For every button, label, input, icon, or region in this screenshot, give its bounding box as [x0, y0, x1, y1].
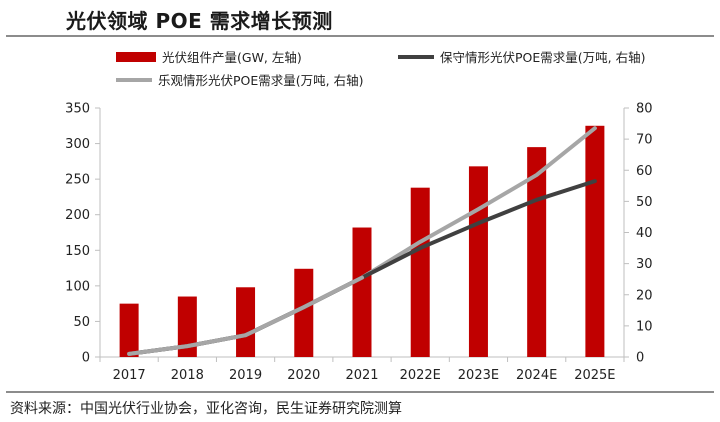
right-y-tick-label: 80	[636, 102, 653, 117]
left-y-tick-label: 0	[82, 351, 90, 366]
right-y-tick-label: 60	[636, 164, 653, 179]
legend-label-conservative: 保守情形光伏POE需求量(万吨, 右轴)	[440, 50, 646, 65]
left-y-tick-label: 50	[73, 315, 90, 330]
legend-label-bars: 光伏组件产量(GW, 左轴)	[162, 50, 302, 65]
legend-item-optimistic: 乐观情形光伏POE需求量(万吨, 右轴)	[116, 70, 363, 89]
x-tick-label: 2020	[287, 368, 320, 383]
x-tick-label: 2023E	[458, 368, 499, 383]
line-optimistic-poe-demand-shared	[127, 275, 364, 356]
bar-module-output	[236, 287, 256, 357]
x-tick-label: 2024E	[516, 368, 557, 383]
legend-swatch-optimistic	[116, 77, 152, 82]
left-y-tick-label: 100	[65, 279, 90, 294]
x-tick-label: 2017	[113, 368, 146, 383]
bar-module-output	[410, 187, 430, 357]
bar-module-output	[352, 227, 372, 357]
bar-module-output	[119, 303, 139, 357]
right-y-tick-label: 40	[636, 226, 653, 241]
left-y-tick-label: 200	[65, 208, 90, 223]
legend-swatch-bars	[116, 51, 156, 62]
right-y-tick-label: 30	[636, 257, 653, 272]
bar-module-output	[294, 268, 314, 357]
title-bar: 光伏领域 POE 需求增长预测	[0, 0, 720, 40]
right-y-tick-label: 70	[636, 133, 653, 148]
title-divider	[6, 35, 714, 37]
source-note: 资料来源：中国光伏行业协会，亚化咨询，民生证券研究院测算	[10, 401, 402, 417]
legend-item-conservative: 保守情形光伏POE需求量(万吨, 右轴)	[398, 47, 645, 66]
right-y-tick-label: 10	[636, 319, 653, 334]
left-y-tick-label: 150	[65, 244, 90, 259]
x-tick-label: 2022E	[400, 368, 441, 383]
left-y-tick-label: 300	[65, 137, 90, 152]
chart-title: 光伏领域 POE 需求增长预测	[66, 9, 333, 33]
right-y-tick-label: 0	[636, 351, 644, 366]
bar-module-output	[468, 166, 488, 357]
legend-item-bars: 光伏组件产量(GW, 左轴)	[116, 47, 302, 66]
legend-label-optimistic: 乐观情形光伏POE需求量(万吨, 右轴)	[158, 73, 364, 88]
legend-swatch-conservative	[398, 54, 434, 59]
source-divider	[6, 391, 714, 393]
right-y-tick-label: 20	[636, 288, 653, 303]
left-y-tick-label: 350	[65, 102, 90, 117]
x-tick-label: 2018	[171, 368, 204, 383]
x-tick-label: 2021	[345, 368, 378, 383]
bar-module-output	[585, 125, 605, 358]
bar-module-output	[177, 296, 197, 357]
right-y-tick-label: 50	[636, 195, 653, 210]
x-tick-label: 2025E	[574, 368, 615, 383]
x-tick-label: 2019	[229, 368, 262, 383]
left-y-tick-label: 250	[65, 173, 90, 188]
